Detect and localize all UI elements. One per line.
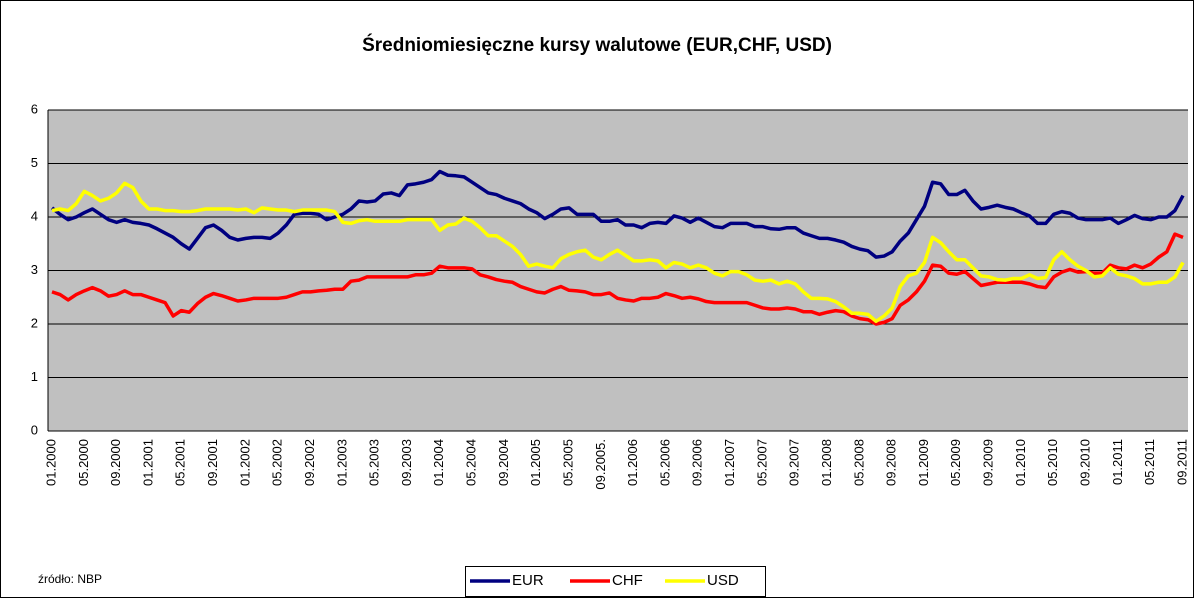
x-tick-label: 01.2004 [431,439,446,486]
x-tick-label: 05.2009 [948,439,963,486]
x-tick-label: 01.2002 [237,439,252,486]
x-tick-label: 05.2008 [851,439,866,486]
x-tick-label: 09.2002 [302,439,317,486]
source-note: źródło: NBP [38,572,102,586]
series-line [51,181,1185,324]
x-tick-label: 01.2006 [625,439,640,486]
x-tick-label: 05.2001 [173,439,188,486]
x-tick-label: 01.2003 [334,439,349,486]
x-tick-label: 05.2005 [560,439,575,486]
y-tick-label: 0 [31,422,38,437]
legend-label: CHF [612,572,643,589]
x-tick-label: 05.2004 [464,439,479,486]
x-tick-label: 01.2008 [819,439,834,486]
y-tick-label: 2 [31,315,38,330]
x-tick-label: 05.2010 [1045,439,1060,486]
x-tick-label: 09.2005. [593,439,608,490]
x-tick-label: 09.2007 [787,439,802,486]
legend-label: USD [707,572,739,589]
x-tick-label: 01.2010 [1013,439,1028,486]
x-tick-label: 01.2000 [43,439,58,486]
legend-label: EUR [512,572,544,589]
x-tick-label: 09.2004 [496,439,511,486]
x-tick-label: 01.2005 [528,439,543,486]
x-tick-label: 01.2001 [140,439,155,486]
series-line [51,232,1184,326]
chart-title: Średniomiesięczne kursy walutowe (EUR,CH… [362,34,832,56]
x-tick-label: 09.2000 [108,439,123,486]
x-tick-label: 09.2001 [205,439,220,486]
x-tick-label: 05.2007 [754,439,769,486]
legend-box [465,566,766,597]
y-tick-label: 3 [31,262,38,277]
x-tick-label: 05.2006 [657,439,672,486]
x-tick-label: 09.2006 [690,439,705,486]
x-tick-label: 09.2010 [1077,439,1092,486]
series-line [50,169,1185,259]
x-tick-label: 05.2000 [76,439,91,486]
y-tick-label: 5 [31,155,38,170]
x-tick-label: 09.2011 [1174,439,1189,485]
y-tick-label: 6 [31,101,38,116]
x-tick-label: 01.2009 [916,439,931,486]
x-tick-label: 09.2009 [981,439,996,486]
x-tick-label: 09.2008 [884,439,899,486]
y-tick-label: 4 [31,208,38,223]
x-tick-label: 05.2002 [270,439,285,486]
x-tick-label: 09.2003 [399,439,414,486]
x-tick-label: 01.2007 [722,439,737,486]
y-tick-label: 1 [31,369,38,384]
x-tick-label: 05.2003 [367,439,382,486]
x-tick-label: 05.2011 [1142,439,1157,485]
x-tick-label: 01.2011 [1110,439,1125,485]
